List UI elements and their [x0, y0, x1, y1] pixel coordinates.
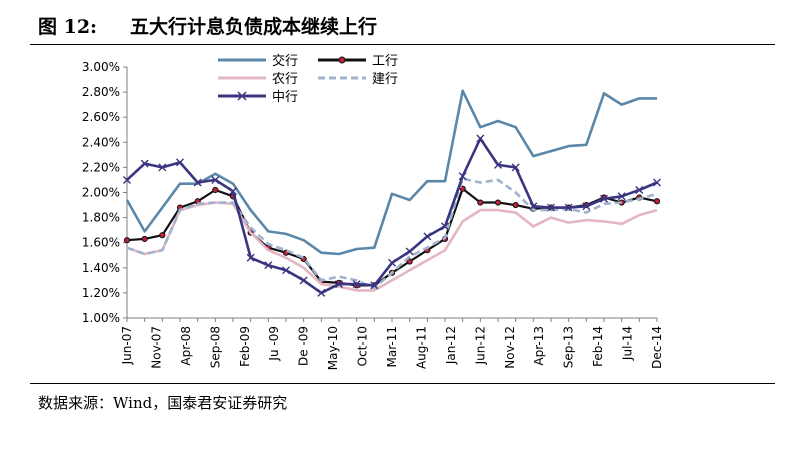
series-point — [352, 280, 361, 289]
series-line-交行 — [125, 89, 657, 256]
legend-label: 中行 — [272, 90, 298, 105]
figure-title: 五大行计息负债成本继续上行 — [130, 16, 378, 38]
series-point — [335, 280, 343, 289]
series-point — [600, 194, 608, 203]
series-point — [123, 237, 131, 244]
x-tick-label: Jul-14 — [621, 326, 635, 361]
series-point — [211, 175, 220, 184]
series-point — [193, 178, 202, 187]
x-tick-label: Mar-11 — [385, 326, 399, 367]
series-point — [282, 266, 290, 275]
y-tick-label: 1.00% — [82, 311, 120, 325]
series-point — [264, 261, 273, 270]
series-point — [212, 186, 219, 194]
x-tick-label: Nov-07 — [149, 326, 163, 369]
y-tick-label: 2.00% — [82, 186, 120, 200]
x-tick-label: Aug-11 — [414, 326, 428, 369]
series-point — [529, 202, 538, 211]
series-point — [406, 258, 413, 265]
figure-header: 图 12: 五大行计息负债成本继续上行 — [0, 8, 798, 42]
x-tick-label: Sep-08 — [208, 326, 222, 368]
legend-label: 农行 — [272, 72, 298, 87]
series-point — [246, 253, 255, 262]
x-tick-label: Jun-12 — [473, 326, 487, 365]
series-point — [140, 159, 149, 168]
y-tick-label: 2.60% — [82, 110, 120, 124]
x-tick-label: Apr-08 — [179, 326, 193, 366]
series-point — [388, 258, 396, 267]
x-tick-label: Nov-12 — [503, 326, 517, 369]
series-point — [229, 187, 237, 196]
series-point — [653, 178, 661, 187]
legend-label: 工行 — [372, 54, 398, 69]
legend-label: 建行 — [372, 72, 398, 87]
y-tick-label: 3.00% — [82, 60, 120, 74]
series-point — [405, 247, 414, 256]
series-point — [512, 201, 519, 209]
footer-rule — [30, 383, 775, 384]
series-point — [370, 281, 379, 290]
series-point — [653, 198, 661, 205]
x-tick-label: Dec-14 — [650, 326, 664, 369]
series-point — [477, 199, 484, 206]
series-point — [299, 276, 308, 285]
series-point — [441, 222, 449, 231]
y-tick-label: 1.80% — [82, 211, 120, 225]
series-point — [317, 288, 326, 297]
x-tick-label: Jun-07 — [120, 326, 134, 365]
legend-marker — [237, 91, 247, 101]
x-tick-label: Feb-14 — [591, 326, 605, 367]
series-point — [176, 158, 184, 167]
x-tick-label: Oct-10 — [356, 326, 370, 366]
y-tick-label: 2.80% — [82, 85, 120, 99]
series-point — [511, 163, 520, 172]
y-tick-label: 1.60% — [82, 236, 120, 250]
x-tick-label: Sep-13 — [562, 326, 576, 368]
series-point — [141, 235, 148, 243]
series-point — [547, 203, 555, 212]
x-tick-label: May-10 — [326, 326, 340, 370]
series-point — [494, 160, 502, 169]
x-tick-label: Jan-12 — [444, 326, 458, 365]
series-point — [458, 172, 467, 181]
y-tick-label: 1.40% — [82, 261, 120, 275]
x-tick-label: Apr-13 — [532, 326, 546, 366]
header-rule — [30, 44, 775, 45]
series-point — [423, 232, 432, 241]
x-tick-label: Feb-09 — [238, 326, 252, 367]
series-point — [123, 175, 131, 184]
series-point — [617, 192, 626, 201]
series-point — [635, 185, 644, 194]
x-tick-label: De -09 — [297, 326, 311, 366]
series-point — [158, 163, 167, 172]
line-chart: 3.00% 2.80% 2.60% 2.40% 2.20% 2.00% 1.80% 1.60%… — [82, 53, 664, 370]
legend-marker — [338, 56, 346, 64]
series-point — [564, 203, 573, 212]
x-tick-label: Ju -09 — [267, 326, 281, 362]
figure-number: 图 12: — [38, 16, 98, 38]
y-tick-label: 1.20% — [82, 286, 120, 300]
series-point — [582, 202, 591, 211]
y-tick-label: 2.20% — [82, 160, 120, 174]
series-point — [494, 199, 502, 206]
series-point — [159, 232, 166, 239]
source-note: 数据来源：Wind，国泰君安证券研究 — [38, 394, 288, 412]
series-point — [476, 134, 485, 143]
series-line-农行 — [126, 201, 658, 292]
legend-label: 交行 — [272, 53, 298, 69]
y-tick-label: 2.40% — [82, 135, 120, 149]
